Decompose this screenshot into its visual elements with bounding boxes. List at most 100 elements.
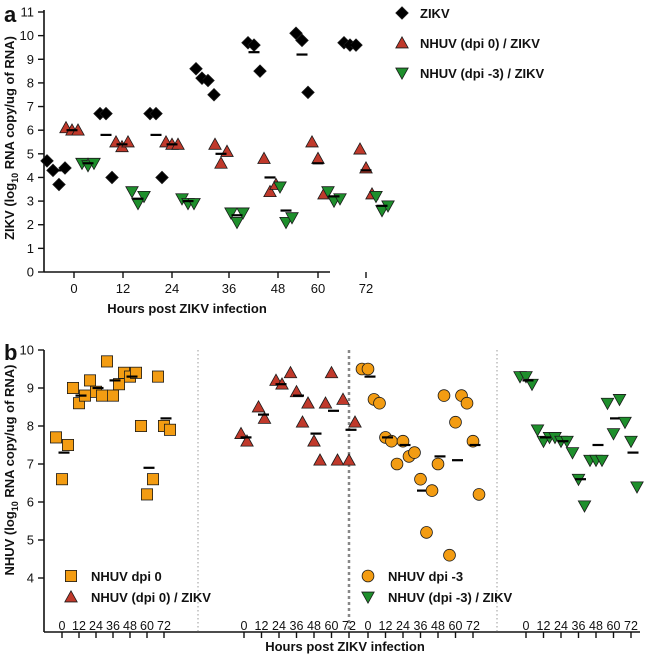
data-point-triangle-up xyxy=(353,142,367,155)
data-point-circle xyxy=(373,396,386,410)
x-tick-label: 0 xyxy=(241,619,248,633)
data-point-circle xyxy=(425,484,439,497)
panel-b-y-label: NHUV (log10 RNA copy/ug of RNA) xyxy=(2,364,20,575)
data-point-triangle-up xyxy=(301,396,315,409)
legend-marker-diamond xyxy=(395,6,409,20)
x-tick-label: 48 xyxy=(307,619,321,633)
legend-label: NHUV (dpi 0) / ZIKV xyxy=(91,590,211,605)
x-tick-label: 12 xyxy=(537,619,551,633)
x-tick-label: 12 xyxy=(72,619,86,633)
data-point-triangle-down xyxy=(525,378,539,392)
data-point-triangle-down xyxy=(273,181,287,194)
x-tick-label: 48 xyxy=(589,619,603,633)
data-point-circle xyxy=(431,457,445,471)
x-tick-label: 72 xyxy=(157,619,171,633)
legend-marker-circle xyxy=(361,569,375,583)
data-point-diamond xyxy=(295,33,309,48)
y-tick-label: 4 xyxy=(27,571,34,586)
panel-a-label: a xyxy=(4,2,17,27)
data-point-circle xyxy=(408,446,421,459)
panel-a-x-ticks: 0 12 24 36 48 60 72 xyxy=(70,272,373,296)
x-tick-label: 60 xyxy=(449,619,463,633)
x-tick-label: 24 xyxy=(165,281,179,296)
y-tick-label: 10 xyxy=(20,343,34,358)
x-tick-label: 72 xyxy=(624,619,638,633)
y-tick-label: 6 xyxy=(27,495,34,510)
data-point-diamond xyxy=(58,161,72,175)
x-tick-label: 48 xyxy=(123,619,137,633)
data-point-diamond xyxy=(253,64,267,78)
legend-label: NHUV (dpi 0) / ZIKV xyxy=(420,36,540,51)
data-point-square xyxy=(62,438,75,451)
data-point-triangle-down xyxy=(224,207,238,220)
data-point-circle xyxy=(472,488,486,501)
data-point-square xyxy=(101,355,114,368)
y-tick-label: 8 xyxy=(27,419,34,434)
data-point-triangle-up xyxy=(214,156,228,169)
data-point-triangle-up xyxy=(234,426,248,439)
data-point-triangle-down xyxy=(125,186,139,199)
data-point-triangle-down xyxy=(600,397,615,411)
data-point-triangle-up xyxy=(257,151,271,164)
y-tick-label: 4 xyxy=(27,170,34,185)
x-tick-label: 36 xyxy=(414,619,428,633)
panel-b-legend: NHUV dpi 0 NHUV (dpi 0) / ZIKV NHUV dpi -3… xyxy=(64,569,513,605)
data-point-triangle-down xyxy=(618,416,632,430)
legend-marker-square xyxy=(65,570,78,583)
data-point-triangle-down xyxy=(624,435,638,449)
x-tick-label: 36 xyxy=(222,281,236,296)
data-point-triangle-down xyxy=(565,447,580,460)
panel-b-y-ticks: 4 5 6 7 8 9 10 xyxy=(20,343,44,586)
data-point-triangle-down xyxy=(612,394,627,407)
x-tick-label: 12 xyxy=(116,281,130,296)
x-tick-label: 12 xyxy=(379,619,393,633)
panel-b-marks xyxy=(50,355,644,562)
panel-a-y-ticks: 0 1 2 3 4 5 6 7 8 9 10 11 xyxy=(20,5,44,280)
data-point-circle xyxy=(414,472,427,486)
x-tick-label: 24 xyxy=(396,619,410,633)
data-point-square xyxy=(84,374,97,387)
x-tick-label: 0 xyxy=(523,619,530,633)
data-point-diamond xyxy=(52,177,66,192)
data-point-square xyxy=(146,473,159,486)
legend-label: NHUV (dpi -3) / ZIKV xyxy=(420,66,545,81)
legend-marker-triangle-down xyxy=(361,591,375,605)
y-tick-label: 0 xyxy=(27,265,34,280)
data-point-triangle-down xyxy=(230,217,244,230)
data-point-triangle-up xyxy=(307,434,321,447)
panel-a-legend: ZIKV NHUV (dpi 0) / ZIKV NHUV (dpi -3) / Z… xyxy=(395,6,545,81)
data-point-triangle-down xyxy=(519,371,533,384)
x-tick-label: 72 xyxy=(359,281,373,296)
data-point-square xyxy=(56,473,69,486)
data-point-triangle-up xyxy=(336,392,350,405)
data-point-diamond xyxy=(189,61,203,76)
x-tick-label: 36 xyxy=(572,619,586,633)
legend-label: NHUV dpi 0 xyxy=(91,569,162,584)
panel-a-x-label: Hours post ZIKV infection xyxy=(107,301,267,316)
data-point-triangle-up xyxy=(295,415,310,428)
legend-marker-triangle-down xyxy=(395,67,409,81)
y-tick-label: 7 xyxy=(27,457,34,472)
data-point-circle xyxy=(449,415,462,429)
data-point-triangle-up xyxy=(208,137,222,150)
data-point-triangle-down xyxy=(530,424,545,437)
panel-b-x-label: Hours post ZIKV infection xyxy=(265,639,425,654)
x-tick-label: 0 xyxy=(365,619,372,633)
data-point-diamond xyxy=(40,154,54,168)
data-point-triangle-up xyxy=(324,365,339,379)
x-tick-label: 24 xyxy=(272,619,286,633)
data-point-diamond xyxy=(155,170,169,185)
panel-b-label: b xyxy=(4,340,17,365)
data-point-triangle-down xyxy=(369,191,383,204)
y-tick-label: 5 xyxy=(27,533,34,548)
panel-b-x-ticks: 0 12 24 36 48 60 72 0 12 24 36 48 60 72 0 12 24 36 48 60 72 0… xyxy=(59,619,638,638)
data-point-diamond xyxy=(349,38,363,52)
y-tick-label: 6 xyxy=(27,123,34,138)
x-tick-label: 36 xyxy=(290,619,304,633)
x-tick-label: 60 xyxy=(607,619,621,633)
data-point-triangle-down xyxy=(236,207,250,220)
y-tick-label: 9 xyxy=(27,52,34,67)
data-point-square xyxy=(129,366,142,379)
